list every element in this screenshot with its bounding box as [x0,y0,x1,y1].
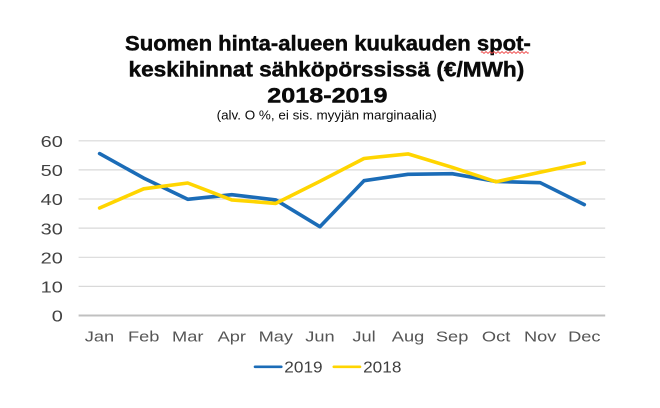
svg-text:Aug: Aug [392,328,424,345]
svg-text:Dec: Dec [568,328,600,345]
svg-text:10: 10 [41,279,63,296]
svg-text:20: 20 [41,250,63,267]
svg-text:30: 30 [41,220,63,237]
svg-text:Jan: Jan [85,328,114,345]
svg-text:40: 40 [41,191,63,208]
svg-text:Feb: Feb [128,328,159,345]
svg-text:2019: 2019 [284,359,322,376]
svg-text:Nov: Nov [524,328,557,345]
svg-text:keskihinnat sähköpörssissä (€/: keskihinnat sähköpörssissä (€/MWh) [129,57,525,81]
svg-text:(alv. O %, ei sis. myyjän marg: (alv. O %, ei sis. myyjän marginaalia) [217,108,437,123]
svg-text:Jul: Jul [352,328,375,345]
svg-text:0: 0 [52,308,63,325]
svg-text:2018: 2018 [363,359,401,376]
svg-text:Suomen hinta-alueen kuukauden: Suomen hinta-alueen kuukauden spot- [125,32,531,55]
svg-text:60: 60 [41,133,63,150]
svg-text:Oct: Oct [482,328,511,345]
svg-text:Apr: Apr [218,328,247,345]
svg-text:Mar: Mar [172,328,204,345]
svg-text:May: May [259,328,294,345]
svg-text:2018-2019: 2018-2019 [267,83,387,107]
svg-text:50: 50 [41,162,63,179]
svg-text:Jun: Jun [305,328,334,345]
svg-text:Sep: Sep [436,328,468,345]
